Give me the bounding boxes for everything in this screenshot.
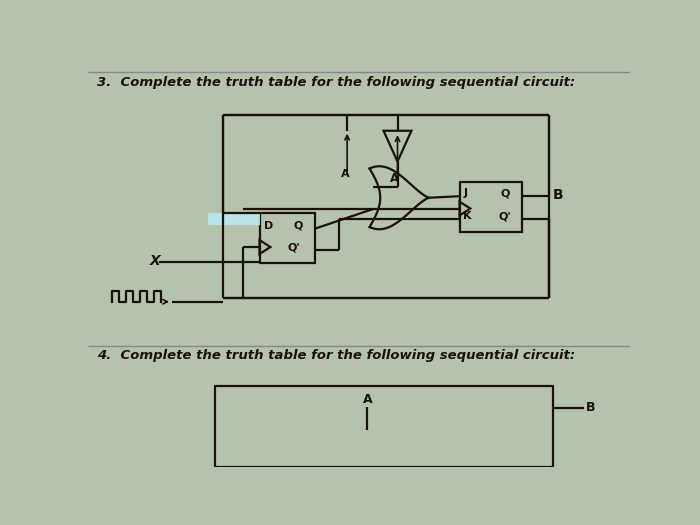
Bar — [459, 182, 522, 233]
Text: A: A — [363, 393, 372, 406]
Text: 3.  Complete the truth table for the following sequential circuit:: 3. Complete the truth table for the foll… — [97, 76, 575, 89]
Text: B: B — [586, 401, 595, 414]
Text: A: A — [341, 169, 349, 179]
Text: J: J — [463, 188, 468, 198]
Text: Q: Q — [500, 188, 510, 198]
Text: K: K — [463, 211, 472, 222]
Bar — [216, 386, 552, 467]
Bar — [260, 213, 315, 263]
Text: A: A — [390, 172, 399, 185]
Text: D: D — [264, 220, 274, 230]
Text: 4.  Complete the truth table for the following sequential circuit:: 4. Complete the truth table for the foll… — [97, 350, 575, 362]
Text: B: B — [552, 188, 563, 202]
Bar — [208, 213, 260, 225]
Text: Q: Q — [294, 220, 303, 230]
Text: X: X — [150, 254, 160, 268]
Text: Q': Q' — [288, 242, 300, 252]
Text: Q': Q' — [498, 211, 511, 222]
